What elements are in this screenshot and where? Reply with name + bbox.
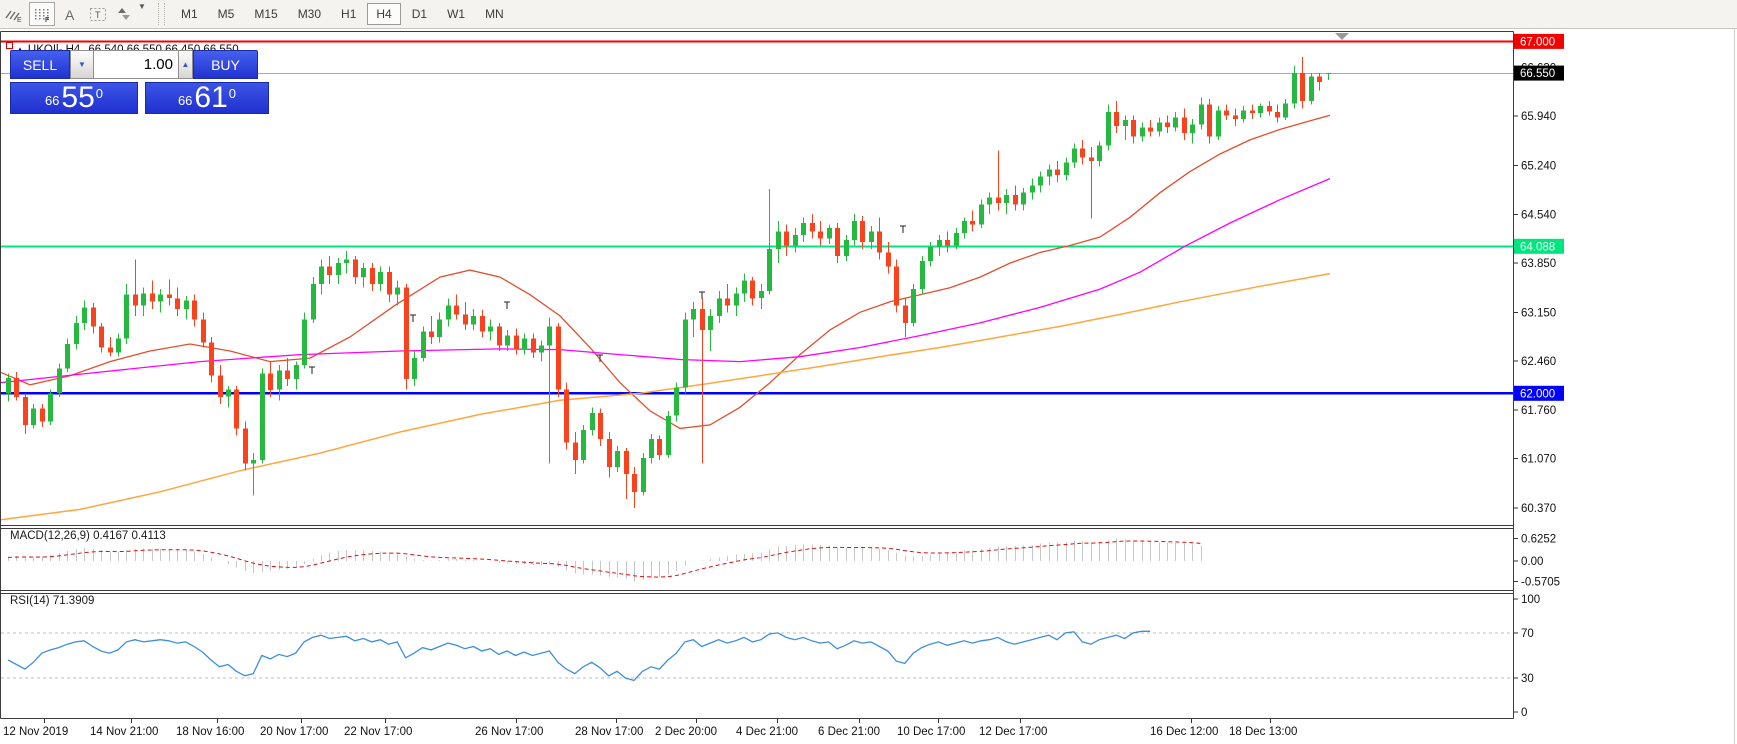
price-axis-tick: 63.850 — [1521, 258, 1556, 270]
price-axis-tick: 61.070 — [1521, 454, 1556, 466]
font-icon[interactable]: A — [57, 2, 83, 26]
hline-selection-handle-icon[interactable] — [6, 41, 13, 49]
svg-text:T: T — [95, 10, 101, 20]
time-axis-label: 20 Nov 17:00 — [260, 726, 328, 738]
toolbar-separator — [158, 3, 165, 25]
chart-object-mark-icon — [410, 314, 416, 322]
price-badge — [1514, 385, 1564, 401]
buy-price-point: 0 — [228, 86, 237, 101]
timeframe-button-H1[interactable]: H1 — [341, 7, 357, 21]
time-axis-label: 2 Dec 20:00 — [655, 726, 717, 738]
time-axis-label: 18 Dec 13:00 — [1229, 726, 1297, 738]
arrows-tool-icon[interactable] — [113, 2, 139, 26]
timeframe-button-W1[interactable]: W1 — [447, 7, 466, 21]
sell-price-pips: 55 — [61, 81, 95, 114]
price-badge-label: 64.088 — [1520, 241, 1555, 253]
price-badge-label: 62.000 — [1520, 388, 1555, 400]
dropdown-caret-icon[interactable]: ▼ — [138, 2, 146, 11]
price-badge-label: 67.000 — [1520, 36, 1555, 48]
timeframe-button-M5[interactable]: M5 — [217, 7, 235, 21]
rsi-axis-tick: 30 — [1521, 673, 1534, 685]
toolbar: E F A T ▼ M1 M5 M15 M30 H1 H4 D1 W1 MN — [0, 0, 1737, 29]
chart-object-mark-icon — [699, 291, 705, 299]
time-axis-label: 12 Dec 17:00 — [979, 726, 1047, 738]
time-axis-label: 6 Dec 21:00 — [818, 726, 880, 738]
buy-button[interactable]: BUY — [193, 50, 258, 79]
text-label-icon[interactable]: T — [85, 2, 111, 26]
rsi-axis-tick: 70 — [1521, 628, 1534, 640]
sell-button[interactable]: SELL — [10, 50, 70, 79]
buy-price-pips: 61 — [194, 81, 228, 114]
timeframe-group: M1 M5 M15 M30 H1 H4 D1 W1 MN — [171, 3, 514, 25]
price-axis-tick: 64.540 — [1521, 210, 1556, 222]
rsi-line — [7, 630, 1151, 682]
price-axis-tick: 65.940 — [1521, 111, 1556, 123]
time-axis-label: 12 Nov 2019 — [3, 726, 68, 738]
time-axis-label: 26 Nov 17:00 — [475, 726, 543, 738]
svg-text:A: A — [65, 7, 75, 23]
price-badge-label: 66.550 — [1520, 68, 1555, 80]
ma-fast-line — [0, 114, 1331, 430]
one-click-trading-panel: SELL ▼ ▲ BUY 66 55 0 66 61 0 — [10, 50, 270, 114]
ma-mid-line — [0, 178, 1331, 384]
macd-axis-tick: 0.00 — [1521, 556, 1543, 568]
time-axis-label: 14 Nov 21:00 — [90, 726, 158, 738]
chart-object-mark-icon — [504, 301, 510, 309]
sell-price[interactable]: 66 55 0 — [10, 82, 138, 114]
price-badge — [1514, 33, 1564, 49]
time-axis-label: 16 Dec 12:00 — [1150, 726, 1218, 738]
timeframe-button-M1[interactable]: M1 — [181, 7, 198, 21]
rsi-indicator-label: RSI(14) 71.3909 — [10, 595, 95, 607]
chart-shift-marker-icon — [1335, 33, 1349, 40]
macd-indicator-label: MACD(12,26,9) 0.4167 0.4113 — [10, 530, 166, 542]
timeframe-button-M30[interactable]: M30 — [297, 7, 322, 21]
macd-axis-tick: -0.5705 — [1521, 577, 1560, 589]
sell-price-whole: 66 — [44, 93, 60, 108]
time-axis-label: 10 Dec 17:00 — [897, 726, 965, 738]
macd-signal-line — [7, 540, 1201, 578]
chart-object-mark-icon — [597, 354, 603, 362]
volume-increase-button[interactable]: ▲ — [178, 50, 193, 79]
price-badge — [1514, 238, 1564, 254]
time-axis-label: 4 Dec 21:00 — [736, 726, 798, 738]
grid-icon[interactable]: F — [29, 2, 55, 26]
time-axis-label: 22 Nov 17:00 — [344, 726, 412, 738]
price-axis-tick: 65.240 — [1521, 160, 1556, 172]
time-axis-label: 18 Nov 16:00 — [176, 726, 244, 738]
volume-input[interactable] — [94, 50, 178, 79]
price-axis-tick: 62.460 — [1521, 356, 1556, 368]
volume-decrease-button[interactable]: ▼ — [70, 50, 94, 79]
chart-object-mark-icon — [309, 366, 315, 374]
sell-price-point: 0 — [95, 86, 104, 101]
buy-price[interactable]: 66 61 0 — [145, 82, 269, 114]
rsi-axis-tick: 0 — [1521, 707, 1527, 719]
indicators-icon[interactable]: E — [1, 2, 27, 26]
svg-text:E: E — [17, 17, 22, 23]
macd-axis-tick: 0.6252 — [1521, 534, 1556, 546]
drawing-tools-group: E F A T ▼ — [0, 2, 148, 26]
price-axis-tick: 60.370 — [1521, 503, 1556, 515]
price-badge — [1514, 65, 1564, 81]
timeframe-button-D1[interactable]: D1 — [411, 7, 428, 21]
chart-object-mark-icon — [900, 225, 906, 233]
time-axis-label: 28 Nov 17:00 — [575, 726, 643, 738]
timeframe-button-MN[interactable]: MN — [485, 7, 504, 21]
price-axis-tick: 61.760 — [1521, 405, 1556, 417]
price-axis-tick: 63.150 — [1521, 307, 1556, 319]
timeframe-button-H4[interactable]: H4 — [367, 3, 401, 25]
rsi-axis-tick: 100 — [1521, 594, 1540, 606]
timeframe-button-M15[interactable]: M15 — [254, 7, 278, 21]
buy-price-whole: 66 — [177, 93, 193, 108]
symbol-arrow-icon: ▲ — [16, 45, 24, 54]
svg-text:F: F — [45, 17, 50, 23]
